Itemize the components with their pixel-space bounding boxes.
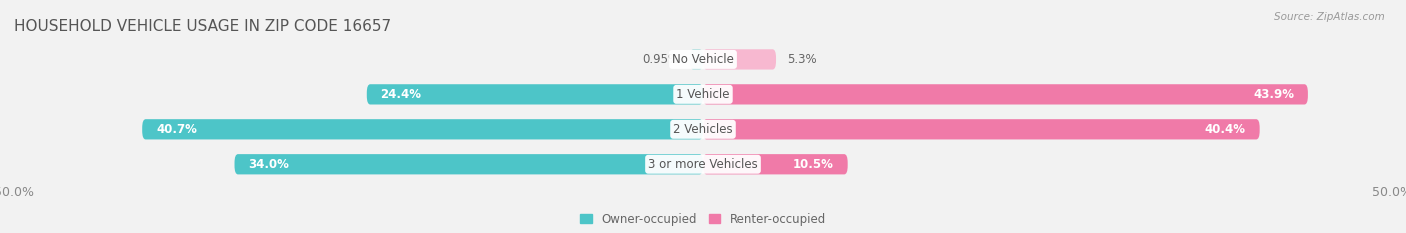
Text: 34.0%: 34.0% bbox=[249, 158, 290, 171]
FancyBboxPatch shape bbox=[703, 119, 1260, 139]
Text: 2 Vehicles: 2 Vehicles bbox=[673, 123, 733, 136]
FancyBboxPatch shape bbox=[703, 84, 1308, 104]
FancyBboxPatch shape bbox=[703, 49, 776, 69]
Text: 0.95%: 0.95% bbox=[641, 53, 679, 66]
FancyBboxPatch shape bbox=[367, 84, 703, 104]
Text: 5.3%: 5.3% bbox=[787, 53, 817, 66]
Text: No Vehicle: No Vehicle bbox=[672, 53, 734, 66]
Text: 40.4%: 40.4% bbox=[1205, 123, 1246, 136]
Legend: Owner-occupied, Renter-occupied: Owner-occupied, Renter-occupied bbox=[579, 213, 827, 226]
FancyBboxPatch shape bbox=[703, 154, 848, 174]
Text: 24.4%: 24.4% bbox=[381, 88, 422, 101]
FancyBboxPatch shape bbox=[235, 154, 703, 174]
Text: 1 Vehicle: 1 Vehicle bbox=[676, 88, 730, 101]
Text: Source: ZipAtlas.com: Source: ZipAtlas.com bbox=[1274, 12, 1385, 22]
FancyBboxPatch shape bbox=[142, 119, 703, 139]
Text: 3 or more Vehicles: 3 or more Vehicles bbox=[648, 158, 758, 171]
Text: 40.7%: 40.7% bbox=[156, 123, 197, 136]
Text: 10.5%: 10.5% bbox=[793, 158, 834, 171]
Text: 43.9%: 43.9% bbox=[1253, 88, 1294, 101]
Text: HOUSEHOLD VEHICLE USAGE IN ZIP CODE 16657: HOUSEHOLD VEHICLE USAGE IN ZIP CODE 1665… bbox=[14, 19, 391, 34]
FancyBboxPatch shape bbox=[690, 49, 703, 69]
